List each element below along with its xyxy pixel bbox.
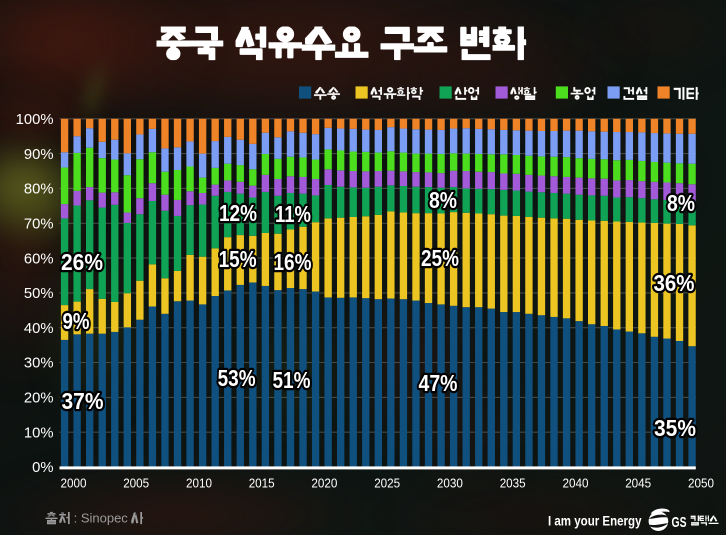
svg-text:40%: 40% [24, 321, 54, 337]
svg-text:2015: 2015 [249, 476, 275, 491]
svg-text:50%: 50% [24, 286, 54, 302]
svg-text:25%: 25% [421, 245, 459, 271]
svg-text:51%: 51% [273, 367, 311, 393]
svg-text:2000: 2000 [61, 476, 87, 491]
svg-text:16%: 16% [274, 249, 312, 275]
svg-text:2005: 2005 [123, 476, 149, 491]
svg-text:30%: 30% [24, 356, 54, 372]
svg-text:2030: 2030 [437, 476, 463, 491]
svg-text:2025: 2025 [374, 476, 400, 491]
svg-text:2045: 2045 [625, 476, 651, 491]
svg-text:12%: 12% [219, 200, 257, 226]
svg-text:2050: 2050 [688, 476, 714, 491]
svg-text:2020: 2020 [311, 476, 337, 491]
svg-text:37%: 37% [62, 388, 104, 414]
svg-text:70%: 70% [24, 217, 54, 233]
svg-text:2010: 2010 [186, 476, 212, 491]
svg-text:53%: 53% [218, 365, 256, 391]
svg-text:2035: 2035 [500, 476, 526, 491]
svg-text:100%: 100% [16, 112, 54, 128]
svg-text:8%: 8% [429, 187, 457, 213]
svg-text:15%: 15% [219, 246, 257, 272]
svg-text:10%: 10% [24, 425, 54, 441]
svg-text:20%: 20% [24, 391, 54, 407]
svg-text:9%: 9% [63, 308, 90, 334]
svg-text:90%: 90% [24, 147, 54, 163]
svg-text:36%: 36% [654, 270, 695, 296]
svg-text:80%: 80% [24, 182, 54, 198]
svg-text:: Sinopec: : Sinopec [74, 510, 129, 525]
svg-text:26%: 26% [61, 249, 103, 275]
svg-text:35%: 35% [654, 415, 696, 441]
svg-text:2040: 2040 [563, 476, 589, 491]
svg-text:11%: 11% [275, 201, 311, 227]
svg-text:GS: GS [672, 515, 687, 531]
svg-text:8%: 8% [667, 190, 695, 216]
svg-text:47%: 47% [419, 370, 458, 396]
svg-text:0%: 0% [32, 460, 53, 476]
svg-text:60%: 60% [24, 251, 54, 267]
svg-text:I am your Energy: I am your Energy [548, 514, 642, 529]
